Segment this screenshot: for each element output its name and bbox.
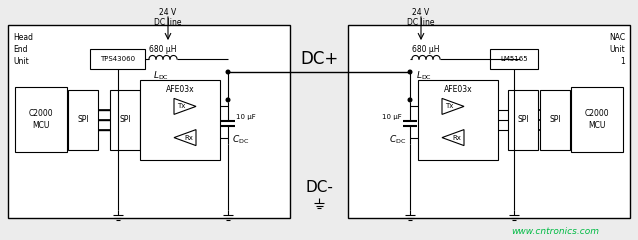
Text: Tx: Tx	[445, 103, 454, 109]
Text: SPI: SPI	[119, 115, 131, 125]
Text: 10 μF: 10 μF	[236, 114, 256, 120]
Bar	[8, 25, 290, 218]
Text: SPI: SPI	[77, 115, 89, 125]
Text: AFE03x: AFE03x	[166, 85, 195, 94]
Text: AFE03x: AFE03x	[443, 85, 472, 94]
Text: C2000
MCU: C2000 MCU	[584, 109, 609, 130]
Circle shape	[226, 98, 230, 102]
Text: LM5165: LM5165	[500, 56, 528, 62]
Text: 680 μH: 680 μH	[149, 44, 177, 54]
Text: NAC
Unit
1: NAC Unit 1	[609, 33, 625, 66]
Text: TPS43060: TPS43060	[100, 56, 135, 62]
Circle shape	[226, 70, 230, 74]
Bar	[68, 90, 98, 150]
Bar	[15, 87, 67, 152]
Text: Rx: Rx	[452, 135, 461, 141]
Bar	[490, 49, 538, 69]
Text: $L_\mathrm{DC}$: $L_\mathrm{DC}$	[153, 69, 169, 82]
Text: DC+: DC+	[300, 50, 338, 68]
Text: DC-: DC-	[305, 180, 333, 196]
Text: 24 V
DC line: 24 V DC line	[407, 8, 434, 27]
Text: 10 μF: 10 μF	[382, 114, 402, 120]
Bar	[348, 25, 630, 218]
Text: $C_\mathrm{DC}$: $C_\mathrm{DC}$	[389, 133, 406, 145]
Bar	[418, 80, 498, 160]
Text: Rx: Rx	[184, 135, 193, 141]
Text: 24 V
DC line: 24 V DC line	[154, 8, 182, 27]
Text: SPI: SPI	[517, 115, 529, 125]
Bar	[110, 90, 140, 150]
Text: $C_\mathrm{DC}$: $C_\mathrm{DC}$	[232, 133, 249, 145]
Text: Tx: Tx	[177, 103, 186, 109]
Text: SPI: SPI	[549, 115, 561, 125]
Bar	[90, 49, 145, 69]
Circle shape	[408, 70, 412, 74]
Bar	[508, 90, 538, 150]
Circle shape	[408, 98, 412, 102]
Bar	[140, 80, 220, 160]
Text: 680 μH: 680 μH	[412, 44, 440, 54]
Text: www.cntronics.com: www.cntronics.com	[511, 228, 599, 236]
Text: Head
End
Unit: Head End Unit	[13, 33, 33, 66]
Text: $L_\mathrm{DC}$: $L_\mathrm{DC}$	[416, 69, 432, 82]
Text: C2000
MCU: C2000 MCU	[29, 109, 54, 130]
Bar	[571, 87, 623, 152]
Bar	[540, 90, 570, 150]
